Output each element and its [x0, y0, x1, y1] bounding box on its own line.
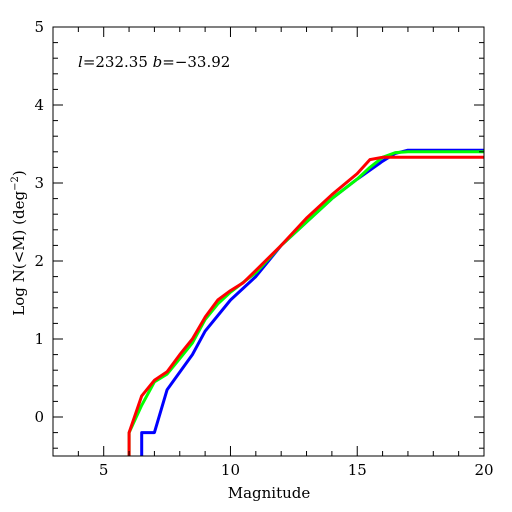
annotation-b-value: =−33.92	[162, 53, 230, 71]
y-tick-label: 1	[34, 330, 44, 348]
x-tick-label: 5	[99, 461, 109, 479]
y-axis-title-superscript: −2	[10, 176, 21, 191]
y-tick-label: 4	[34, 96, 44, 114]
y-tick-label: 3	[34, 174, 44, 192]
plot-frame	[52, 26, 485, 457]
annotation-l-value: =232.35	[83, 53, 153, 71]
series-line-1	[140, 148, 484, 456]
y-tick-label: 2	[34, 252, 44, 270]
annotation: l=232.35 b=−33.92	[78, 53, 230, 71]
x-axis-title: Magnitude	[228, 484, 311, 502]
series-line-3	[127, 155, 484, 456]
x-tick-label: 15	[348, 461, 367, 479]
y-axis-title-main: Log N(<M) (deg	[10, 191, 28, 316]
x-tick-label: 10	[221, 461, 240, 479]
annotation-l-symbol: l	[78, 53, 83, 71]
x-tick-label: 20	[474, 461, 493, 479]
axes-layer: 5 10 15 20 0 1 2 3 4 5	[34, 18, 493, 479]
y-tick-label: 0	[34, 408, 44, 426]
y-axis-title: Log N(<M) (deg−2)	[10, 170, 28, 315]
y-axis-title-close: )	[10, 170, 28, 176]
annotation-b-symbol: b	[153, 53, 163, 71]
y-tick-label: 5	[34, 18, 44, 36]
series-layer	[127, 148, 484, 456]
series-line-2	[127, 150, 484, 456]
